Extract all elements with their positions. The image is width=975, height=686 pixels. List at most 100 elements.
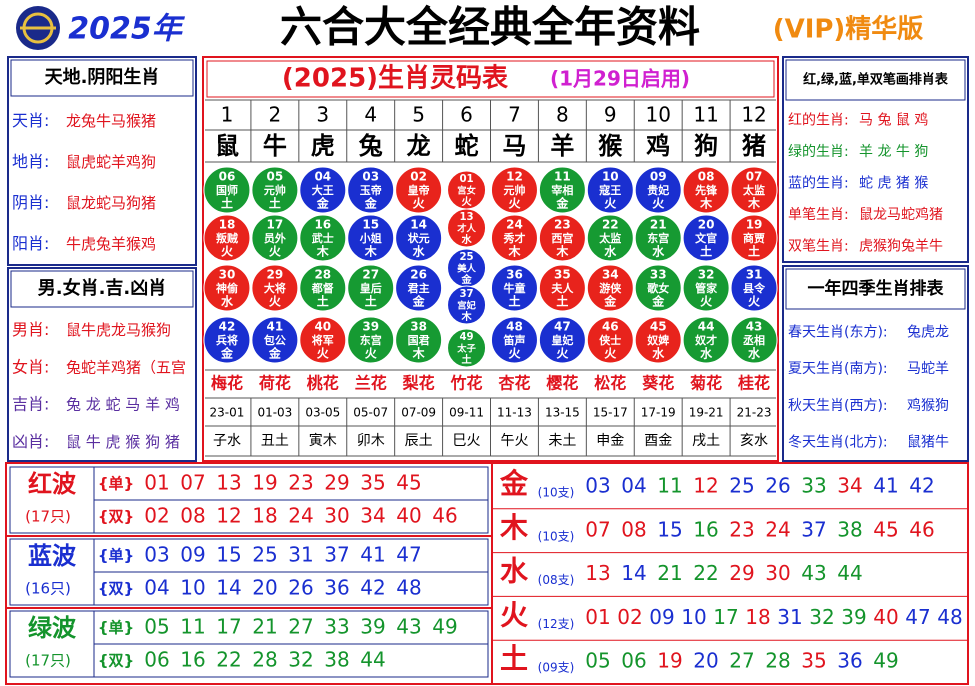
wave-name: 蓝波 bbox=[28, 542, 77, 570]
column-index: 1 bbox=[221, 103, 234, 127]
ball bbox=[682, 166, 730, 214]
element-number: 42 bbox=[909, 474, 934, 498]
column-zodiac: 龙 bbox=[407, 132, 431, 160]
ball-element: 水 bbox=[700, 346, 713, 361]
element-number: 45 bbox=[873, 517, 898, 541]
element-name: 土 bbox=[500, 642, 528, 675]
row-label: 秋天生肖(西方): bbox=[788, 398, 888, 414]
ball-number: 20 bbox=[698, 218, 715, 232]
branch: 辰土 bbox=[405, 433, 433, 449]
wave-number: 45 bbox=[396, 471, 421, 495]
element-number: 20 bbox=[693, 649, 718, 673]
right-panel bbox=[782, 265, 969, 462]
ball-element: 水 bbox=[413, 244, 426, 259]
panel-title: 男.女肖.吉.凶肖 bbox=[38, 277, 167, 299]
ball-number: 06 bbox=[219, 170, 236, 184]
ball-element: 土 bbox=[461, 353, 471, 366]
element-number: 23 bbox=[729, 517, 754, 541]
ball-element: 火 bbox=[269, 245, 282, 259]
column-zodiac: 兔 bbox=[359, 132, 383, 160]
ball-element: 土 bbox=[269, 196, 281, 211]
ball-name: 员外 bbox=[264, 231, 286, 245]
ball-element: 木 bbox=[507, 244, 521, 259]
ball-element: 金 bbox=[651, 294, 665, 309]
ball-number: 11 bbox=[554, 170, 571, 184]
hours: 09-11 bbox=[449, 406, 484, 420]
ball-name: 小姐 bbox=[359, 231, 382, 245]
element-number: 22 bbox=[693, 561, 718, 585]
wave-number: 21 bbox=[252, 615, 277, 639]
row-label: 地肖: bbox=[12, 152, 49, 171]
wave-number: 04 bbox=[144, 576, 169, 600]
ball bbox=[447, 285, 487, 325]
ball-element: 水 bbox=[460, 233, 472, 246]
column-index: 8 bbox=[556, 103, 569, 127]
hours: 01-03 bbox=[257, 406, 292, 420]
wave-number: 15 bbox=[216, 543, 241, 567]
element-number: 29 bbox=[729, 561, 754, 585]
ball bbox=[395, 166, 443, 214]
ball-name: 奴才 bbox=[694, 333, 717, 347]
row-value: 马蛇羊 bbox=[907, 361, 949, 377]
element-number: 31 bbox=[777, 605, 802, 629]
ball bbox=[490, 214, 538, 262]
left-panel bbox=[7, 267, 197, 462]
hours: 07-09 bbox=[401, 406, 436, 420]
element-number: 21 bbox=[657, 561, 682, 585]
wave-number: 36 bbox=[324, 576, 349, 600]
ball-number: 09 bbox=[650, 170, 667, 184]
ball-element: 火 bbox=[365, 347, 378, 361]
ball-number: 48 bbox=[506, 320, 523, 334]
ball bbox=[634, 316, 682, 364]
column-index: 4 bbox=[364, 103, 377, 127]
row-value: 鼠 牛 虎 猴 狗 猪 bbox=[66, 433, 180, 451]
flower: 杏花 bbox=[497, 374, 530, 393]
row-value: 鸡猴狗 bbox=[907, 397, 949, 414]
row-label: 女肖: bbox=[12, 357, 49, 376]
element-number: 36 bbox=[837, 649, 862, 673]
ball-name: 将军 bbox=[312, 333, 334, 347]
row-value: 兔蛇羊鸡猪（五宫 bbox=[66, 358, 186, 376]
row-label: 凶肖: bbox=[12, 432, 49, 451]
ball bbox=[490, 166, 538, 214]
wave-row-label: {单} bbox=[98, 619, 134, 637]
ball-number: 18 bbox=[219, 218, 236, 232]
ball-name: 君主 bbox=[408, 281, 430, 295]
element-number: 17 bbox=[713, 605, 738, 629]
element-number: 12 bbox=[693, 474, 718, 498]
table-frame bbox=[202, 56, 779, 462]
flower: 桂花 bbox=[737, 374, 770, 393]
ball-name: 东宫 bbox=[647, 231, 669, 245]
element-number: 10 bbox=[681, 605, 706, 629]
wave-number: 09 bbox=[180, 543, 205, 567]
row-value: 鼠龙马蛇鸡猪 bbox=[859, 206, 943, 223]
ball-number: 05 bbox=[267, 170, 284, 184]
table-subtitle: (1月29日启用) bbox=[550, 67, 690, 91]
ball bbox=[395, 316, 443, 364]
ball bbox=[251, 166, 299, 214]
wave-number: 34 bbox=[360, 504, 385, 528]
wave-row-label: {双} bbox=[98, 652, 134, 670]
ball-element: 金 bbox=[555, 196, 569, 211]
element-number: 38 bbox=[837, 517, 862, 541]
element-number: 13 bbox=[585, 561, 610, 585]
ball-name: 奴婢 bbox=[646, 333, 669, 347]
column-index: 12 bbox=[741, 103, 766, 127]
wave-number: 02 bbox=[144, 504, 169, 528]
ball-number: 28 bbox=[314, 268, 331, 282]
ball-name: 东宫 bbox=[360, 333, 382, 347]
ball-element: 火 bbox=[604, 347, 617, 361]
ball bbox=[634, 264, 682, 312]
table-title: (2025)生肖灵码表 bbox=[282, 64, 509, 94]
ball-name: 皇后 bbox=[360, 281, 382, 295]
element-number: 01 bbox=[585, 605, 610, 629]
ball-element: 土 bbox=[556, 294, 568, 309]
branch: 亥水 bbox=[740, 433, 768, 449]
ball-number: 43 bbox=[746, 320, 763, 334]
ball-name: 寇王 bbox=[598, 183, 621, 197]
row-value: 鼠龙蛇马狗猪 bbox=[66, 194, 156, 212]
ball bbox=[682, 214, 730, 262]
panel-title: 天地.阴阳生肖 bbox=[45, 66, 160, 88]
ball-element: 金 bbox=[364, 196, 378, 211]
wave-number: 24 bbox=[288, 504, 313, 528]
